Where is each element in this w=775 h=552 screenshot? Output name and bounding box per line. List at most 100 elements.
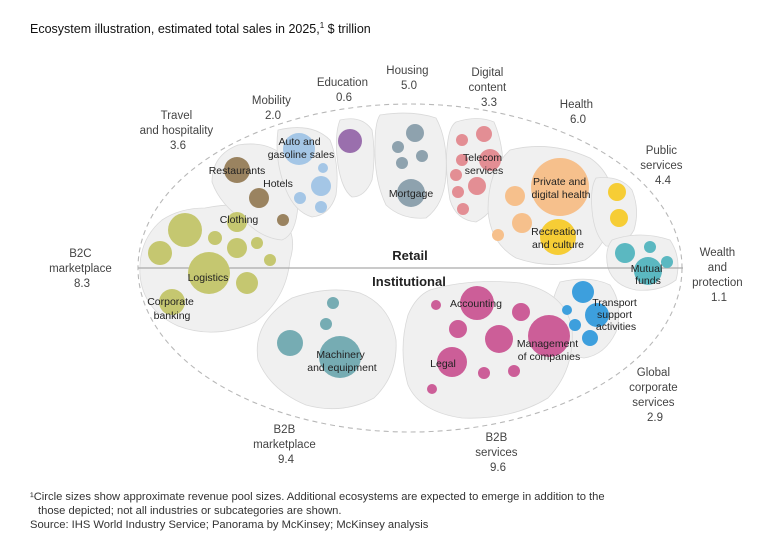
circle-machinery [319, 336, 361, 378]
circle-b2c-5 [264, 254, 276, 266]
circle-b2b-7 [427, 384, 437, 394]
circle-mobility-2 [294, 192, 306, 204]
circle-b2b-1 [431, 300, 441, 310]
circle-housing-3 [416, 150, 428, 162]
circle-accounting [460, 286, 494, 320]
circle-education [338, 129, 362, 153]
circle-mutual-funds [634, 257, 662, 285]
telecom-label: Telecom services [463, 152, 505, 177]
circle-mobility-4 [318, 163, 328, 173]
circle-digital-2 [456, 134, 468, 146]
b2b-services-label: B2B services 9.6 [475, 432, 520, 474]
circle-global-2 [562, 305, 572, 315]
recreation-label: Recreation and culture [531, 226, 585, 251]
circle-logistics [188, 252, 230, 294]
circle-global-1 [572, 281, 594, 303]
circle-b2c-2 [148, 241, 172, 265]
circle-b2bm-1 [327, 297, 339, 309]
mobility-label: Mobility 2.0 [252, 95, 294, 122]
circle-b2c-6 [236, 272, 258, 294]
circle-mortgage [397, 179, 425, 207]
circle-health-3 [492, 229, 504, 241]
circle-b2b-4 [485, 325, 513, 353]
circle-private-health [531, 158, 589, 216]
chart-title: Ecosystem illustration, estimated total … [30, 20, 371, 36]
circle-digital-3 [456, 154, 468, 166]
travel-label: Travel and hospitality 3.6 [140, 110, 217, 152]
logistics-label: Logistics [188, 272, 229, 284]
circle-digital-1 [476, 126, 492, 142]
circle-corporate-banking [159, 289, 185, 315]
circle-b2c-1 [227, 212, 247, 232]
footnote: ¹Circle sizes show approximate revenue p… [30, 490, 750, 532]
circle-wealth-3 [661, 256, 673, 268]
machinery-label: Machinery and equipment [307, 349, 377, 374]
circle-b2c-4 [251, 237, 263, 249]
auto-label: Auto and gasoline sales [268, 136, 335, 161]
circle-digital-5 [468, 177, 486, 195]
education-label: Education 0.6 [317, 77, 371, 104]
circle-global-4 [582, 330, 598, 346]
circles [148, 124, 673, 394]
mutual-funds-label: Mutual funds [631, 263, 665, 287]
circle-b2b-6 [508, 365, 520, 377]
circle-housing-2 [392, 141, 404, 153]
outer-labels: B2C marketplace 8.3 Travel and hospitali… [49, 65, 746, 474]
b2c-label: B2C marketplace 8.3 [49, 248, 115, 290]
circle-mobility-1 [311, 176, 331, 196]
circle-b2bm-3 [277, 330, 303, 356]
legal-label: Legal [430, 358, 456, 370]
circle-digital-6 [452, 186, 464, 198]
circle-management [528, 315, 570, 357]
circle-clothing-small [208, 231, 222, 245]
circle-travel-small [277, 214, 289, 226]
cluster-housing [374, 112, 447, 219]
corporate-banking-label: Corporate banking [147, 296, 197, 322]
wealth-label: Wealth and protection 1.1 [692, 247, 746, 304]
hotels-label: Hotels [263, 178, 293, 190]
circle-clothing-large [168, 213, 202, 247]
circle-b2b-3 [449, 320, 467, 338]
footnote-line-2: those depicted; not all industries or su… [38, 505, 342, 517]
inner-labels: Restaurants Hotels Auto and gasoline sal… [147, 136, 665, 374]
clothing-label: Clothing [220, 214, 259, 226]
circle-b2c-3 [227, 238, 247, 258]
circle-public-1 [608, 183, 626, 201]
b2b-marketplace-label: B2B marketplace 9.4 [253, 424, 319, 466]
circle-health-2 [512, 213, 532, 233]
global-label: Global corporate services 2.9 [629, 367, 681, 424]
circle-telecom [479, 149, 501, 171]
housing-label: Housing 5.0 [386, 65, 431, 92]
cluster-b2b-services [402, 281, 573, 419]
circle-b2bm-2 [320, 318, 332, 330]
circle-global-3 [569, 319, 581, 331]
circle-wealth-1 [615, 243, 635, 263]
footnote-line-1: ¹Circle sizes show approximate revenue p… [30, 491, 605, 503]
private-health-label: Private and digital health [532, 176, 591, 201]
restaurants-label: Restaurants [209, 165, 266, 177]
circle-wealth-2 [644, 241, 656, 253]
circle-legal [437, 347, 467, 377]
circle-digital-4 [450, 169, 462, 181]
circle-mobility-3 [315, 201, 327, 213]
source-line: Source: IHS World Industry Service; Pano… [30, 519, 429, 531]
circle-health-1 [505, 186, 525, 206]
circle-housing-1 [406, 124, 424, 142]
circle-b2b-5 [478, 367, 490, 379]
mortgage-label: Mortgage [389, 188, 434, 200]
transport-label: Transport support activities [592, 297, 639, 333]
circle-auto [283, 133, 315, 165]
digital-label: Digital content 3.3 [469, 67, 510, 109]
public-label: Public services 4.4 [640, 145, 685, 187]
circle-hotels [249, 188, 269, 208]
retail-label: Retail [392, 248, 427, 263]
institutional-label: Institutional [372, 274, 446, 289]
circle-transport [585, 303, 609, 327]
accounting-label: Accounting [450, 298, 502, 310]
circle-digital-7 [457, 203, 469, 215]
circle-recreation [540, 219, 576, 255]
circle-b2b-2 [512, 303, 530, 321]
circle-housing-4 [396, 157, 408, 169]
circle-public-2 [610, 209, 628, 227]
